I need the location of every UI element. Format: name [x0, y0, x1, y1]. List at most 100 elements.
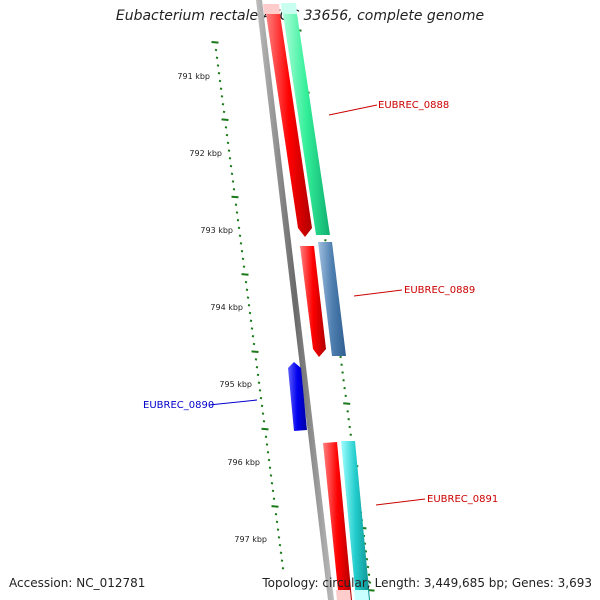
- ruler-inner-minor-tick: [270, 481, 274, 485]
- ruler-inner-minor-tick: [224, 126, 228, 129]
- genome-title: Eubacterium rectale ATCC 33656, complete…: [115, 8, 485, 24]
- gene-label-eubrec-0890[interactable]: EUBREC_0890: [143, 400, 214, 411]
- ruler-inner-minor-tick: [234, 203, 238, 206]
- genome-backbone: [256, 0, 334, 600]
- topology-text: Topology: circular; Length: 3,449,685 bp…: [262, 576, 592, 590]
- ruler-inner-minor-tick: [229, 164, 233, 168]
- ruler-label-796: 796 kbp: [227, 458, 260, 467]
- ruler-inner-minor-tick: [225, 133, 229, 137]
- gene-eubrec-0890-blue[interactable]: [288, 362, 307, 431]
- ruler-inner-minor-tick: [235, 211, 239, 214]
- ruler-inner-major-tick: [221, 118, 229, 121]
- ruler-outer-minor-tick: [349, 433, 352, 436]
- gene-label-eubrec-0889[interactable]: EUBREC_0889: [404, 285, 475, 296]
- ruler-inner-minor-tick: [251, 334, 255, 338]
- ruler-inner-minor-tick: [274, 512, 278, 516]
- ruler-outer-minor-tick: [344, 394, 347, 398]
- gene-eubrec-0888-red[interactable]: [266, 14, 312, 237]
- gene-eubrec-0891-cyan[interactable]: [341, 441, 370, 600]
- gene-eubrec-0888[interactable]: [266, 14, 330, 237]
- gene-eubrec-0890[interactable]: [288, 362, 307, 431]
- ruler-inner-minor-tick: [278, 543, 282, 547]
- ruler-inner-minor-tick: [268, 466, 272, 469]
- ruler-inner-minor-tick: [221, 102, 225, 106]
- ruler-inner-minor-tick: [230, 172, 234, 176]
- ruler-inner-minor-tick: [260, 404, 264, 408]
- ruler-outer-minor-tick: [343, 386, 346, 390]
- ruler-outer-minor-tick: [346, 410, 349, 413]
- ruler-outer-minor-tick: [367, 573, 371, 576]
- ruler-inner-minor-tick: [250, 327, 254, 330]
- gene-eubrec-0888-green[interactable]: [283, 14, 330, 235]
- ruler-inner-minor-tick: [215, 56, 219, 60]
- gene-eubrec-0889[interactable]: [300, 242, 346, 357]
- ruler-outer-minor-tick: [347, 417, 350, 421]
- gene-fragment-bottom: [336, 590, 369, 600]
- ruler-inner-major-tick: [231, 195, 239, 199]
- ruler-inner-minor-tick: [269, 474, 273, 477]
- ruler-inner-minor-tick: [272, 497, 276, 500]
- ruler-inner-minor-tick: [216, 64, 220, 67]
- ruler-inner-minor-tick: [226, 141, 230, 145]
- ruler-outer-minor-tick: [324, 239, 327, 242]
- ruler-inner-minor-tick: [246, 296, 250, 299]
- ruler-label-794: 794 kbp: [210, 303, 243, 312]
- leader-line-0888: [328, 104, 378, 116]
- gene-leader-lines: [208, 104, 426, 506]
- ruler-outer-minor-tick: [348, 425, 351, 429]
- ruler-inner-minor-tick: [249, 319, 253, 323]
- gene-eubrec-0891-red[interactable]: [323, 442, 352, 600]
- ruler-label-795: 795 kbp: [219, 380, 252, 389]
- ruler-inner-major-tick: [241, 273, 249, 276]
- ruler-inner-minor-tick: [271, 489, 275, 493]
- ruler-inner-minor-tick: [241, 257, 245, 261]
- ruler-inner-minor-tick: [275, 520, 279, 524]
- ruler-label-792: 792 kbp: [189, 149, 222, 158]
- ruler-inner-minor-tick: [261, 412, 265, 415]
- leader-line-0891: [375, 498, 426, 506]
- ruler-inner-minor-tick: [240, 249, 244, 253]
- ruler-inner-minor-tick: [259, 396, 263, 400]
- ruler-inner-minor-tick: [257, 381, 261, 384]
- ruler-label-791: 791 kbp: [177, 72, 210, 81]
- ruler-inner-minor-tick: [239, 242, 243, 245]
- ruler-inner-track: [211, 41, 285, 570]
- gene-eubrec-0889-steel[interactable]: [318, 242, 346, 356]
- ruler-inner-minor-tick: [248, 311, 252, 315]
- ruler-inner-minor-tick: [276, 528, 280, 531]
- ruler-inner-minor-tick: [232, 188, 236, 191]
- ruler-inner-minor-tick: [237, 226, 241, 230]
- gene-labels: EUBREC_0888 EUBREC_0889 EUBREC_0890 EUBR…: [143, 100, 498, 505]
- accession-text: Accession: NC_012781: [9, 576, 146, 590]
- ruler-outer-minor-tick: [340, 363, 343, 366]
- ruler-inner-minor-tick: [247, 304, 251, 307]
- gene-eubrec-0891[interactable]: [323, 441, 370, 600]
- ruler-inner-minor-tick: [279, 551, 283, 555]
- gene-label-eubrec-0888[interactable]: EUBREC_0888: [378, 100, 449, 111]
- gene-eubrec-0889-red[interactable]: [300, 246, 326, 357]
- ruler-labels: 791 kbp 792 kbp 793 kbp 794 kbp 795 kbp …: [177, 72, 267, 544]
- ruler-inner-minor-tick: [267, 458, 271, 462]
- ruler-label-797: 797 kbp: [234, 535, 267, 544]
- ruler-inner-minor-tick: [266, 451, 270, 454]
- ruler-inner-minor-tick: [236, 218, 240, 222]
- leader-line-0889: [353, 289, 403, 297]
- ruler-label-793: 793 kbp: [200, 226, 233, 235]
- ruler-inner-minor-tick: [281, 567, 285, 570]
- gene-label-eubrec-0891[interactable]: EUBREC_0891: [427, 494, 498, 505]
- ruler-inner-minor-tick: [214, 48, 218, 52]
- ruler-inner-minor-tick: [231, 180, 235, 183]
- ruler-outer-minor-tick: [339, 355, 342, 359]
- ruler-inner-minor-tick: [227, 149, 231, 152]
- ruler-inner-minor-tick: [220, 95, 224, 98]
- ruler-inner-minor-tick: [218, 79, 222, 83]
- ruler-inner-minor-tick: [258, 389, 262, 392]
- ruler-inner-minor-tick: [238, 234, 242, 237]
- ruler-inner-minor-tick: [256, 373, 260, 377]
- ruler-inner-minor-tick: [277, 536, 281, 539]
- ruler-inner-minor-tick: [244, 280, 248, 284]
- ruler-inner-minor-tick: [254, 358, 258, 361]
- ruler-outer-minor-tick: [365, 557, 369, 561]
- ruler-inner-minor-tick: [245, 288, 249, 292]
